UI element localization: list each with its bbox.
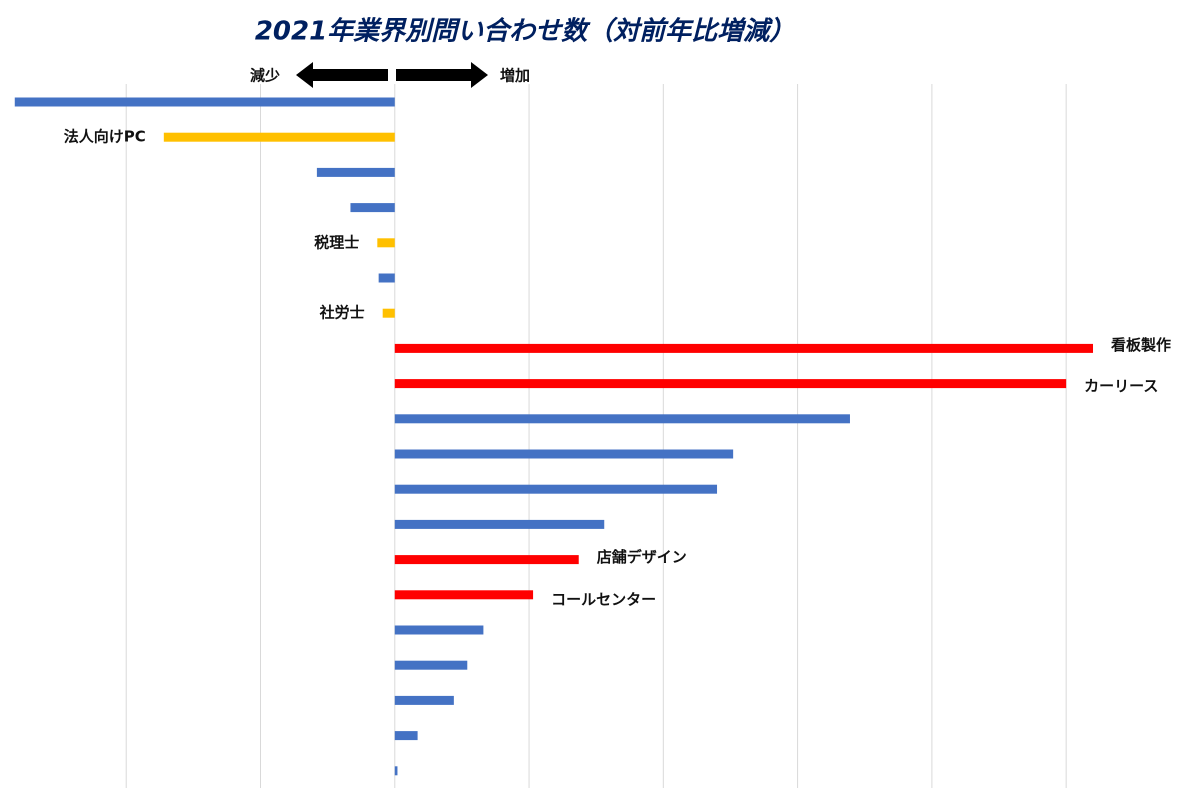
bar-label: 社労士: [319, 304, 365, 322]
bar-label: カーリース: [1084, 377, 1158, 395]
bar: [394, 519, 605, 529]
bar: [394, 379, 1067, 389]
bar: [394, 449, 734, 459]
bar: [394, 731, 418, 741]
bar: [382, 308, 395, 318]
bar: [394, 590, 534, 600]
bar: [316, 167, 395, 177]
chart-title: 2021年業界別問い合わせ数（対前年比増減）: [255, 17, 795, 47]
bar-label: 法人向けPC: [64, 128, 146, 146]
annotation: 減少: [250, 67, 280, 85]
bar: [394, 555, 579, 565]
arrow-left: [296, 62, 388, 88]
bar: [377, 238, 395, 248]
bar: [394, 695, 454, 705]
bar: [394, 414, 850, 424]
bar-label: 店舗デザイン: [597, 548, 687, 566]
bar: [394, 625, 484, 635]
bar: [350, 203, 395, 213]
bar-label: コールセンター: [551, 590, 656, 608]
bar: [163, 132, 395, 142]
arrow-right: [396, 62, 488, 88]
bar: [394, 766, 398, 776]
bar: [394, 343, 1094, 353]
bar-label: 税理士: [314, 233, 359, 251]
bar: [394, 660, 468, 670]
bar: [14, 97, 395, 107]
annotation: 増加: [500, 67, 530, 85]
bar: [378, 273, 395, 283]
bar: [394, 484, 718, 494]
bar-label: 看板製作: [1111, 336, 1171, 354]
